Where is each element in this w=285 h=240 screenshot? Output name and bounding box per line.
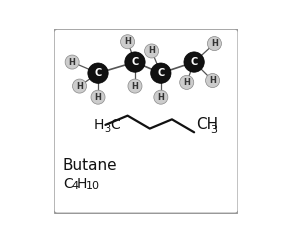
Text: C: C	[94, 68, 102, 78]
Text: H: H	[157, 93, 164, 102]
Text: H: H	[93, 118, 103, 132]
Text: H: H	[209, 76, 216, 85]
Text: H: H	[148, 47, 155, 55]
Circle shape	[88, 63, 108, 83]
Circle shape	[128, 79, 142, 93]
Text: 10: 10	[86, 181, 99, 191]
Text: H: H	[69, 58, 76, 66]
Text: 3: 3	[105, 124, 111, 134]
Circle shape	[121, 35, 135, 49]
Circle shape	[205, 73, 220, 88]
Circle shape	[184, 52, 204, 72]
Text: C: C	[111, 118, 120, 132]
Text: Butane: Butane	[63, 158, 117, 173]
Circle shape	[207, 36, 221, 51]
Text: H: H	[77, 177, 87, 191]
Text: C: C	[157, 68, 164, 78]
Circle shape	[91, 90, 105, 104]
Circle shape	[151, 63, 171, 83]
Circle shape	[65, 55, 79, 69]
Circle shape	[180, 75, 194, 90]
Circle shape	[72, 79, 87, 93]
Text: CH: CH	[196, 117, 218, 132]
Text: H: H	[183, 78, 190, 87]
Text: H: H	[211, 39, 218, 48]
Text: C: C	[190, 57, 198, 67]
Text: H: H	[76, 82, 83, 90]
Circle shape	[144, 44, 159, 58]
Text: H: H	[95, 93, 101, 102]
Text: 4: 4	[72, 181, 79, 191]
Circle shape	[125, 52, 145, 72]
Text: C: C	[63, 177, 73, 191]
FancyBboxPatch shape	[54, 29, 239, 214]
Text: 3: 3	[210, 125, 217, 134]
Text: H: H	[124, 37, 131, 46]
Text: H: H	[132, 82, 139, 90]
Text: C: C	[131, 57, 139, 67]
Circle shape	[154, 90, 168, 104]
